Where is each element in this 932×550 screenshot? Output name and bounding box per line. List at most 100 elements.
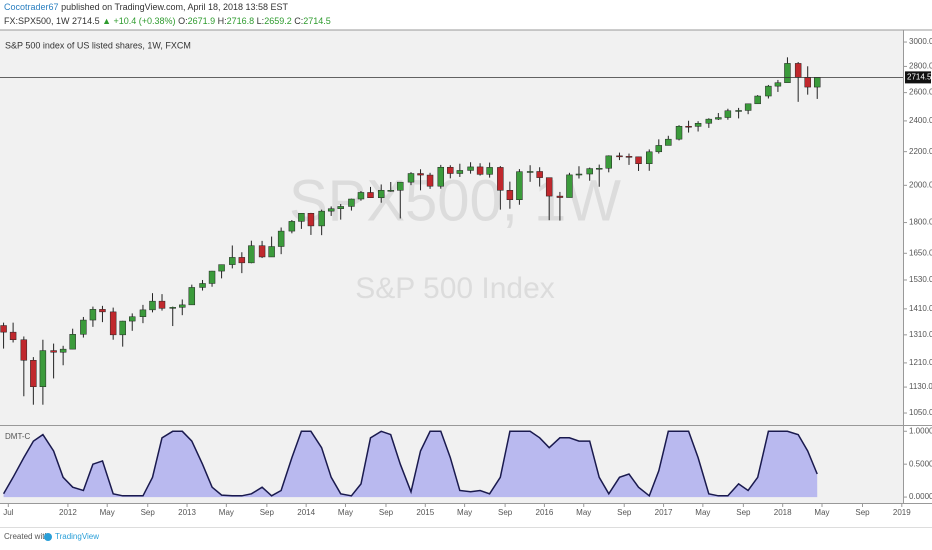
- candle-body: [188, 287, 196, 306]
- candle-body: [129, 316, 136, 322]
- x-tick-label: May: [219, 508, 234, 517]
- legend-text: S&P 500 index of US listed shares, 1W, F…: [5, 40, 191, 50]
- footer-text: Created with: [4, 532, 49, 541]
- candle-body: [199, 283, 206, 288]
- ohlc-value: 2716.8: [227, 16, 255, 26]
- candle-body: [467, 166, 474, 171]
- indicator-area: [3, 431, 818, 498]
- brand-name[interactable]: TradingView: [55, 532, 99, 541]
- candle-body: [774, 82, 782, 87]
- x-tick-label: May: [576, 508, 591, 517]
- x-tick-label: 2016: [536, 508, 554, 517]
- x-tick-label: Sep: [855, 508, 870, 517]
- candle-body: [476, 166, 484, 175]
- candle-body: [208, 270, 216, 284]
- y-tick-label: 3000.0: [909, 37, 932, 46]
- candle-body: [447, 166, 454, 174]
- candle-body: [39, 350, 47, 388]
- x-tick-label: Sep: [141, 508, 156, 517]
- candle-body: [536, 171, 543, 178]
- brand-logo: [44, 533, 52, 541]
- candle-body: [437, 166, 445, 187]
- candle-body: [646, 151, 653, 164]
- candle-body: [218, 264, 225, 272]
- last-price-label: 2714.5: [907, 72, 932, 81]
- y-tick-label: 0.5000: [909, 459, 932, 468]
- candle-body: [50, 350, 57, 353]
- x-tick-label: 2019: [893, 508, 911, 517]
- candle-body: [179, 304, 186, 308]
- candle-body: [357, 192, 365, 200]
- y-tick-label: 1410.0: [909, 304, 932, 313]
- y-tick-label: 1130.0: [909, 382, 932, 391]
- candle-body: [794, 63, 802, 78]
- candle-body: [397, 181, 404, 191]
- indicator-line: [2, 430, 818, 498]
- header-line: Cocotrader67 published on TradingView.co…: [4, 2, 289, 12]
- candle-body: [784, 63, 791, 83]
- ohlc-value: 2659.2: [264, 16, 292, 26]
- candle-body: [318, 210, 325, 227]
- candle-body: [705, 118, 713, 124]
- y-tick-label: 2000.0: [909, 180, 932, 189]
- ohlc-label: L:: [257, 16, 265, 26]
- candle-body: [426, 174, 434, 187]
- candle-body: [675, 125, 683, 140]
- x-tick-label: Jul: [3, 508, 13, 517]
- candle-body: [506, 190, 514, 200]
- x-tick-label: May: [338, 508, 353, 517]
- y-tick-label: 1800.0: [909, 218, 932, 227]
- candle-body: [595, 167, 603, 170]
- watermark-subtitle: S&P 500 Index: [355, 272, 555, 305]
- candle-body: [744, 103, 752, 111]
- y-tick-label: 1310.0: [909, 330, 932, 339]
- y-tick-label: 1530.0: [909, 275, 932, 284]
- x-tick-label: May: [695, 508, 710, 517]
- candle-body: [277, 230, 285, 247]
- candle-body: [119, 320, 126, 336]
- candle-body: [526, 171, 534, 173]
- candle-body: [109, 311, 117, 336]
- candle-body: [89, 309, 97, 321]
- candle-body: [149, 300, 156, 311]
- ohlc-label: O:: [178, 16, 188, 26]
- candle-body: [665, 138, 672, 146]
- candle-body: [813, 77, 821, 88]
- candle-body: [20, 339, 28, 361]
- y-tick-label: 2800.0: [909, 62, 932, 71]
- candle-body: [765, 85, 772, 97]
- x-tick-label: Sep: [617, 508, 632, 517]
- x-tick-label: May: [814, 508, 829, 517]
- candle-body: [377, 190, 385, 198]
- candle-body: [754, 95, 761, 105]
- candle-body: [238, 257, 246, 264]
- plot-background: [0, 30, 903, 503]
- author[interactable]: Cocotrader67: [4, 2, 59, 12]
- candle-body: [59, 348, 67, 353]
- candle-body: [516, 171, 523, 200]
- published: published on TradingView.com, April 18, …: [61, 2, 288, 12]
- y-tick-label: 1.0000: [909, 426, 932, 435]
- candle-body: [268, 246, 275, 258]
- candle-body: [586, 168, 593, 175]
- x-tick-label: Sep: [260, 508, 275, 517]
- candle-body: [556, 195, 564, 198]
- candle-body: [417, 173, 424, 176]
- ohlc-label: H:: [218, 16, 227, 26]
- candle-body: [307, 213, 315, 227]
- candle-body: [80, 319, 87, 335]
- candle-body: [69, 334, 76, 350]
- candle-body: [337, 206, 344, 209]
- candle-body: [407, 173, 415, 183]
- x-tick-label: May: [100, 508, 115, 517]
- y-tick-label: 1210.0: [909, 358, 932, 367]
- candle-body: [655, 145, 663, 153]
- price: 2714.5: [72, 16, 100, 26]
- candle-body: [158, 300, 166, 309]
- x-tick-label: Sep: [736, 508, 751, 517]
- candle-body: [387, 190, 394, 192]
- y-tick-label: 2600.0: [909, 88, 932, 97]
- candle-body: [30, 360, 37, 388]
- x-tick-label: 2014: [297, 508, 315, 517]
